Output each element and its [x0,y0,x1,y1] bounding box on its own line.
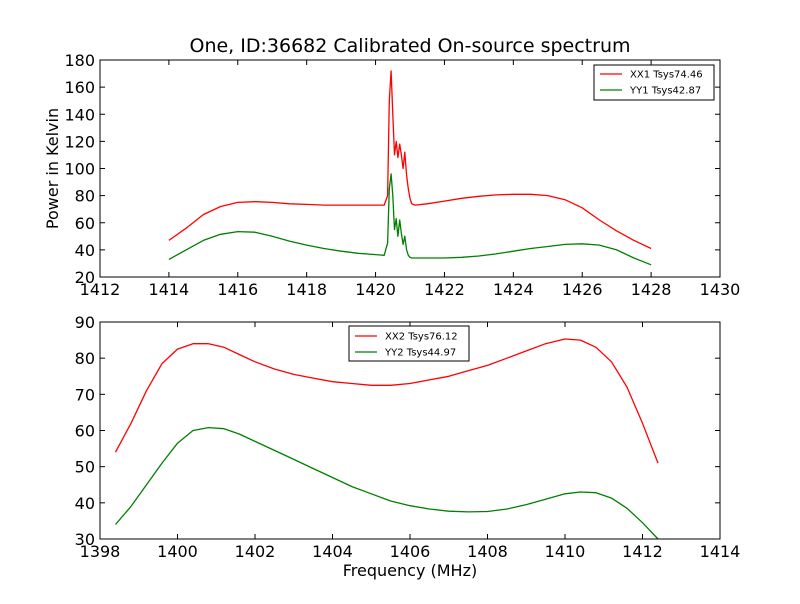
bottom-x-tick-label: 1414 [700,542,741,561]
bottom-series-line-yy2 [115,426,659,540]
top-x-tick-label: 1424 [493,280,534,299]
bottom-y-tick-label: 50 [75,458,95,477]
bottom-y-tick-label: 40 [75,494,95,513]
top-y-tick-label: 160 [64,78,95,97]
chart-title: One, ID:36682 Calibrated On-source spect… [190,35,631,57]
top-y-tick-label: 40 [75,241,95,260]
top-y-tick-label: 80 [75,187,95,206]
top-y-axis-label: Power in Kelvin [43,108,62,229]
top-y-tick-label: 20 [75,268,95,287]
bottom-x-tick-label: 1400 [157,542,198,561]
top-y-tick-label: 140 [64,105,95,124]
top-axis-ticks: 1412 1414 1416 1418 1420 1422 1424 1426 1428 1430… [64,51,740,299]
bottom-y-tick-label: 90 [75,313,95,332]
bottom-x-tick-label: 1406 [390,542,431,561]
top-series-line-xx1 [168,70,652,250]
bottom-y-tick-label: 60 [75,422,95,441]
legend-entry-yy2: YY2 Tsys44.97 [384,348,456,359]
top-y-tick-label: 180 [64,51,95,70]
top-x-tick-label: 1418 [286,280,327,299]
top-x-tick-label: 1428 [631,280,672,299]
top-x-tick-label: 1416 [217,280,258,299]
top-plot-lines [168,70,652,266]
bottom-x-tick-label: 1398 [80,542,121,561]
top-x-tick-label: 1430 [700,280,741,299]
bottom-x-tick-label: 1404 [312,542,353,561]
bottom-y-tick-label: 30 [75,530,95,549]
legend-entry-yy1: YY1 Tsys42.87 [629,86,701,97]
bottom-plot-lines [114,338,659,540]
top-x-tick-label: 1412 [80,280,121,299]
bottom-x-tick-label: 1408 [467,542,508,561]
top-x-tick-label: 1420 [355,280,396,299]
bottom-legend-box [348,325,470,362]
bottom-y-tick-label: 80 [75,349,95,368]
top-x-tick-label: 1422 [424,280,465,299]
top-legend-box [593,64,715,101]
top-y-tick-label: 100 [64,160,95,179]
top-x-tick-label: 1426 [562,280,603,299]
top-series-line-yy1 [168,173,652,266]
bottom-series-line-xx2 [114,338,659,464]
top-y-tick-label: 120 [64,132,95,151]
top-legend: XX1 Tsys74.46 YY1 Tsys42.87 [593,64,715,101]
bottom-axis-ticks: 1398 1400 1402 1404 1406 1408 1410 1412 1414 30 40… [75,313,741,561]
legend-entry-xx1: XX1 Tsys74.46 [630,70,703,81]
bottom-x-tick-label: 1412 [622,542,663,561]
top-axes: 1412 1414 1416 1418 1420 1422 1424 1426 1428 1430… [43,51,740,299]
top-x-tick-label: 1414 [149,280,190,299]
bottom-legend: XX2 Tsys76.12 YY2 Tsys44.97 [348,325,470,362]
bottom-y-tick-label: 70 [75,385,95,404]
bottom-x-tick-label: 1402 [235,542,276,561]
legend-entry-xx2: XX2 Tsys76.12 [385,332,458,343]
bottom-x-tick-label: 1410 [545,542,586,561]
top-y-tick-label: 60 [75,214,95,233]
x-axis-label: Frequency (MHz) [343,561,477,580]
bottom-axes: 1398 1400 1402 1404 1406 1408 1410 1412 1414 30 40… [75,313,741,580]
